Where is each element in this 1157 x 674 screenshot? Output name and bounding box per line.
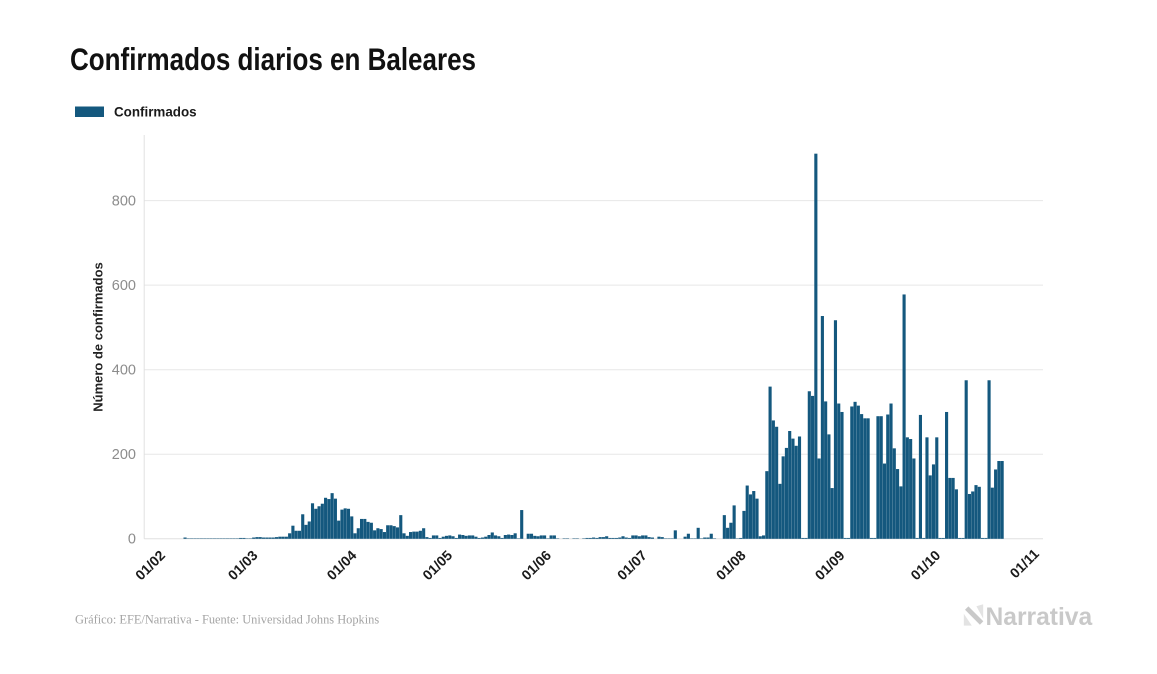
- svg-text:800: 800: [112, 194, 136, 210]
- svg-text:Número de confirmados: Número de confirmados: [91, 262, 106, 412]
- svg-text:200: 200: [112, 447, 136, 463]
- svg-text:600: 600: [112, 278, 136, 294]
- svg-text:Confirmados: Confirmados: [114, 105, 197, 120]
- svg-text:Narrativa: Narrativa: [986, 604, 1093, 631]
- svg-text:0: 0: [128, 532, 136, 548]
- svg-text:Gráfico: EFE/Narrativa - Fuent: Gráfico: EFE/Narrativa - Fuente: Univers…: [75, 613, 379, 627]
- svg-text:Confirmados diarios en Baleare: Confirmados diarios en Baleares: [70, 43, 476, 78]
- svg-text:400: 400: [112, 363, 136, 379]
